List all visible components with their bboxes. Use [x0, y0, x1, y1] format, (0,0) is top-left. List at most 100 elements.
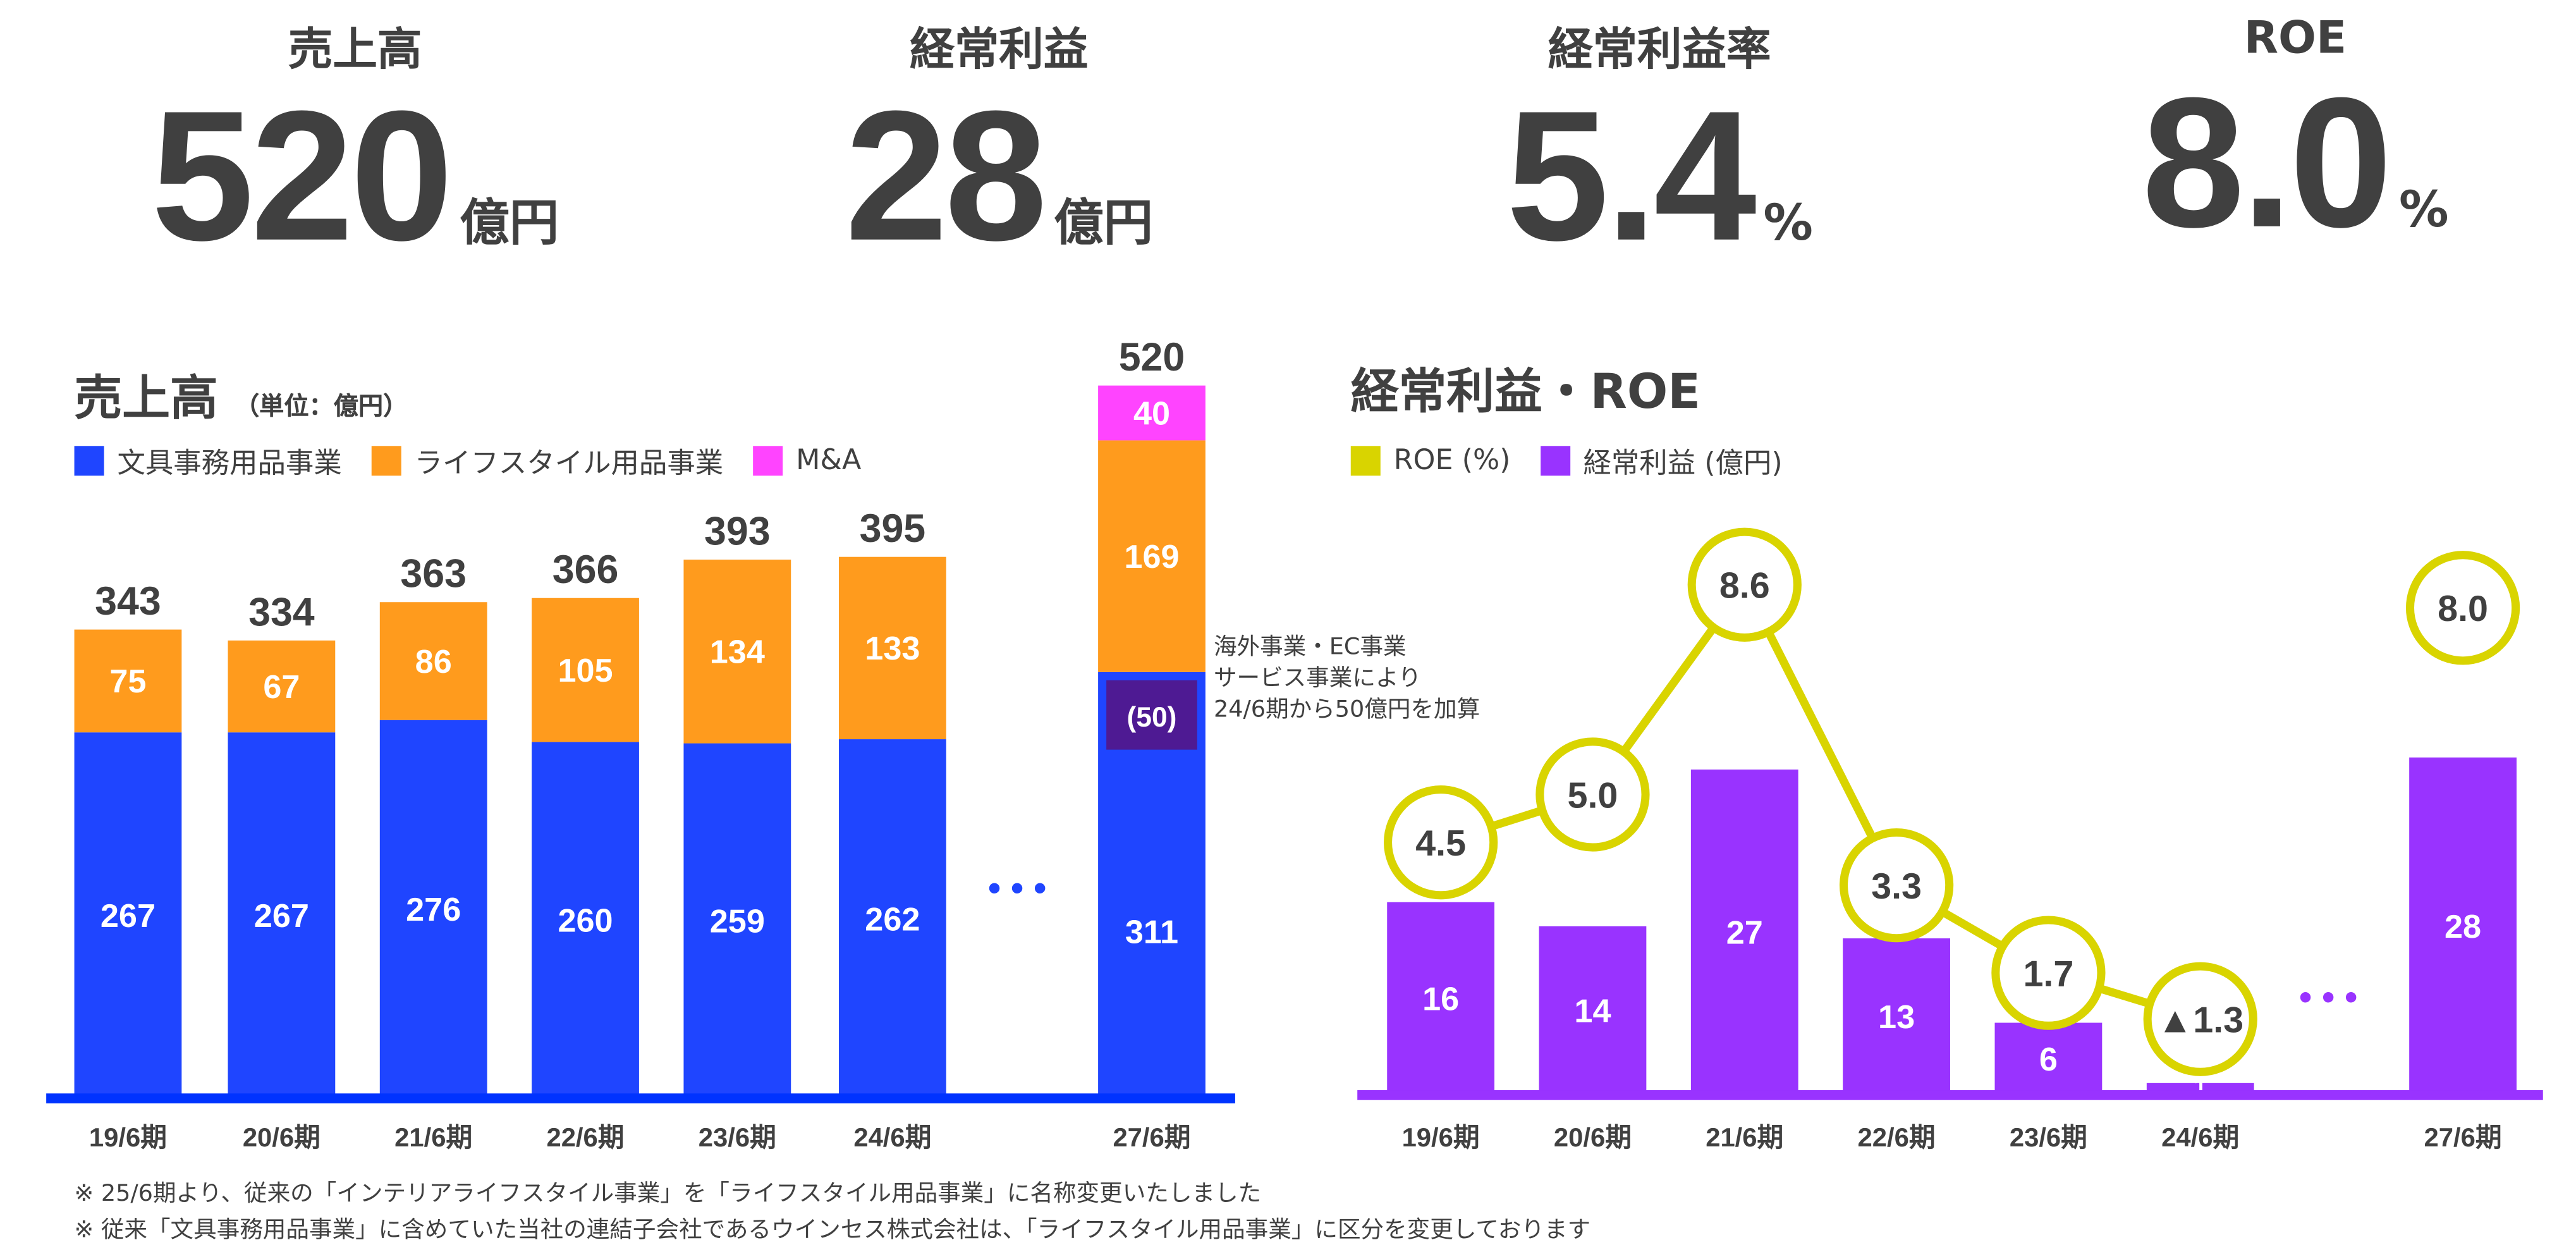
profit-value-label: 14 — [1574, 993, 1611, 1030]
bar-value-label: 311 — [1125, 914, 1178, 950]
sales-legend: 文具事務用品事業 ライフスタイル用品事業 M&A — [74, 439, 862, 481]
legend-label: M&A — [796, 443, 862, 477]
annotation-line: サービス事業により — [1213, 665, 1422, 692]
x-tick-label: 21/6期 — [394, 1122, 472, 1152]
kpi-label: 経常利益 — [910, 25, 1089, 77]
profit-chart-title: 経常利益・ROE — [1351, 353, 1700, 423]
kpi-unit: 億円 — [1054, 195, 1154, 253]
bar-segment — [532, 598, 639, 742]
gap-marker: • • • — [988, 868, 1046, 909]
bar-value-label: 276 — [406, 892, 461, 928]
x-tick-label: 23/6期 — [2010, 1122, 2087, 1152]
bar-segment — [228, 640, 336, 733]
kpi-value: 520 — [151, 72, 453, 279]
bar-value-label: 67 — [263, 669, 300, 706]
x-axis-line — [1357, 1090, 2543, 1100]
gap-marker: • • • — [2299, 977, 2357, 1017]
annotation: 海外事業・EC事業 サービス事業により 24/6期から50億円を加算 — [1214, 632, 1480, 727]
roe-value-label: 8.0 — [2438, 589, 2488, 629]
kpi-ordinary-profit: 経常利益 28 億円 — [685, 13, 1313, 276]
kpi-label: ROE — [2243, 13, 2347, 64]
chart-title: 売上高 — [74, 370, 218, 426]
x-tick-label: 21/6期 — [1706, 1122, 1783, 1152]
bar-total-label: 366 — [552, 548, 619, 592]
x-tick-label: 27/6期 — [2424, 1122, 2502, 1152]
roe-marker — [1535, 737, 1650, 852]
bar-total-label: 393 — [704, 510, 771, 554]
bar-segment — [228, 732, 336, 1099]
bar-value-label: 260 — [558, 903, 613, 940]
x-tick-label: 24/6期 — [2161, 1122, 2239, 1152]
roe-value-label: 3.3 — [1871, 866, 1922, 907]
bar-value-label: 86 — [415, 644, 452, 680]
bar-segment — [683, 743, 791, 1099]
legend-swatch — [1540, 445, 1570, 476]
bar-segment — [683, 560, 791, 744]
bar-value-label: 40 — [1133, 395, 1170, 432]
bar-value-label: 75 — [109, 663, 146, 700]
bar-value-label: 105 — [558, 653, 613, 689]
bar-value-label: 259 — [710, 904, 765, 940]
roe-value-label: 1.7 — [2023, 954, 2073, 994]
roe-value-label: 8.6 — [1719, 566, 1770, 606]
bar-segment — [74, 732, 182, 1099]
bar-segment — [838, 739, 946, 1099]
annotation-line: 24/6期から50億円を加算 — [1213, 697, 1480, 724]
footnote: ※ 25/6期より、従来の「インテリアライフスタイル事業」を「ライフスタイル用品… — [74, 1181, 1262, 1208]
profit-bar — [1387, 902, 1495, 1095]
roe-marker — [1991, 916, 2106, 1030]
bar-total-label: 520 — [1119, 335, 1185, 379]
bar-segment — [838, 556, 946, 740]
roe-marker — [2405, 551, 2520, 665]
profit-bar — [1690, 770, 1798, 1095]
bar-segment — [379, 602, 487, 720]
roe-marker — [1384, 785, 1498, 900]
kpi-value: 8.0 — [2142, 59, 2392, 266]
bar-total-label: 395 — [860, 506, 926, 551]
legend-swatch — [371, 445, 401, 476]
bar-value-label: 134 — [710, 634, 765, 671]
profit-value-label: 13 — [1878, 999, 1915, 1036]
roe-marker — [1687, 527, 1802, 642]
bar-total-label: 343 — [95, 579, 161, 623]
roe-value-label: 4.5 — [1415, 823, 1466, 864]
x-tick-label: 20/6期 — [1554, 1122, 1632, 1152]
legend-label: ライフスタイル用品事業 — [414, 447, 724, 481]
roe-marker — [2143, 962, 2257, 1076]
sales-chart-title: 売上高 （単位：億円） — [75, 360, 408, 429]
roe-value-label: 5.0 — [1568, 775, 1618, 816]
kpi-unit: 億円 — [460, 195, 559, 253]
profit-legend: ROE (%) 経常利益 (億円) — [1350, 439, 1783, 481]
bar-value-label: 267 — [101, 898, 156, 935]
bar-segment — [1098, 385, 1206, 441]
legend-label: ROE (%) — [1393, 443, 1511, 477]
bar-total-label: 363 — [400, 552, 467, 596]
bar-value-label: 267 — [254, 898, 309, 935]
bar-segment — [532, 742, 639, 1099]
x-tick-label: 19/6期 — [1402, 1122, 1480, 1152]
roe-marker — [1839, 828, 1954, 943]
legend-label: 経常利益 (億円) — [1583, 447, 1783, 481]
kpi-unit: % — [2399, 181, 2449, 240]
kpi-value: 28 — [845, 72, 1047, 279]
profit-bar — [1843, 938, 1950, 1095]
legend-swatch — [753, 445, 783, 476]
bar-segment — [379, 720, 487, 1099]
bar-total-label: 334 — [248, 590, 315, 634]
kpi-label: 売上高 — [288, 25, 422, 77]
unit-label: （単位：億円） — [234, 391, 408, 422]
annotation-line: 海外事業・EC事業 — [1213, 634, 1407, 661]
kpi-unit: % — [1763, 195, 1813, 253]
profit-value-label: 6 — [2039, 1041, 2058, 1078]
profit-bar — [1539, 926, 1647, 1095]
kpi-value: 5.4 — [1506, 72, 1757, 279]
bar-segment — [74, 629, 182, 733]
highlight-label: (50) — [1127, 702, 1177, 733]
x-tick-label: 22/6期 — [546, 1122, 624, 1152]
roe-value-label: ▲1.3 — [2157, 1000, 2243, 1041]
chart-title: 経常利益・ROE — [1350, 363, 1701, 420]
bar-value-label: 169 — [1124, 539, 1179, 575]
profit-bar — [2409, 757, 2517, 1095]
